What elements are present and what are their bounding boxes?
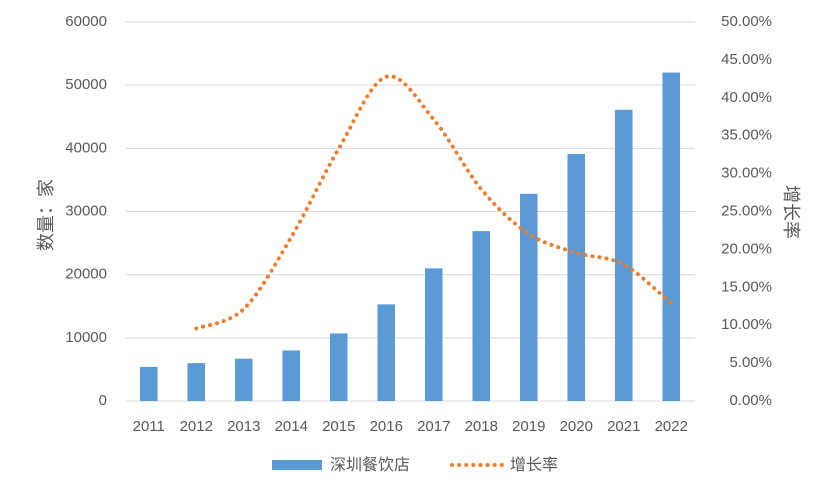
x-axis-ticks: 2011 2012 2013 2014 2015 2016 2017 2018 2019 2020… [133, 418, 688, 435]
x-tick-label: 2014 [275, 418, 308, 435]
x-tick-label: 2018 [465, 418, 498, 435]
right-tick-label: 30.00% [721, 165, 772, 182]
left-tick-label: 10000 [65, 329, 107, 346]
bar-2012 [187, 363, 206, 401]
bar-2021 [614, 109, 633, 401]
right-tick-label: 10.00% [721, 316, 772, 333]
bar-2018 [472, 231, 491, 401]
bar-2011 [139, 366, 158, 401]
bar-2015 [329, 333, 348, 401]
right-tick-label: 50.00% [721, 13, 772, 30]
legend: 深圳餐饮店 增长率 [272, 455, 558, 474]
x-tick-label: 2019 [512, 418, 545, 435]
left-tick-label: 20000 [65, 266, 107, 283]
right-tick-label: 15.00% [721, 278, 772, 295]
x-tick-label: 2012 [180, 418, 213, 435]
left-tick-label: 40000 [65, 139, 107, 156]
left-tick-label: 30000 [65, 202, 107, 219]
bar-2014 [282, 350, 301, 401]
legend-label-bar: 深圳餐饮店 [330, 455, 410, 474]
x-tick-label: 2021 [607, 418, 640, 435]
right-axis-ticks: 0.00% 5.00% 10.00% 15.00% 20.00% 25.00% 30.00%… [721, 13, 772, 409]
left-tick-label: 50000 [65, 76, 107, 93]
right-tick-label: 25.00% [721, 202, 772, 219]
line-series [194, 74, 674, 331]
bar-2022 [662, 72, 681, 402]
left-axis-ticks: 0 10000 20000 30000 40000 50000 60000 [65, 13, 107, 409]
right-tick-label: 20.00% [721, 240, 772, 257]
bar-2017 [424, 268, 443, 401]
legend-label-line: 增长率 [510, 455, 558, 474]
gridlines [125, 21, 695, 402]
right-axis-title: 增长率 [780, 185, 801, 239]
right-tick-label: 5.00% [729, 354, 772, 371]
x-tick-label: 2017 [417, 418, 450, 435]
bar-2013 [234, 358, 253, 401]
bar-2020 [567, 154, 586, 401]
bar-2019 [519, 193, 538, 401]
right-tick-label: 40.00% [721, 89, 772, 106]
left-axis-title: 数量：家 [36, 179, 57, 251]
legend-swatch-bar [272, 460, 322, 470]
bar-series [139, 72, 681, 402]
x-tick-label: 2022 [655, 418, 688, 435]
x-tick-label: 2016 [370, 418, 403, 435]
right-tick-label: 45.00% [721, 51, 772, 68]
bar-2016 [377, 304, 396, 401]
left-tick-label: 60000 [65, 13, 107, 30]
x-tick-label: 2013 [227, 418, 260, 435]
x-tick-label: 2015 [322, 418, 355, 435]
right-tick-label: 35.00% [721, 127, 772, 144]
left-tick-label: 0 [99, 392, 107, 409]
x-tick-label: 2020 [560, 418, 593, 435]
growth-rate-line [194, 74, 674, 331]
right-tick-label: 0.00% [729, 392, 772, 409]
x-tick-label: 2011 [133, 418, 165, 435]
